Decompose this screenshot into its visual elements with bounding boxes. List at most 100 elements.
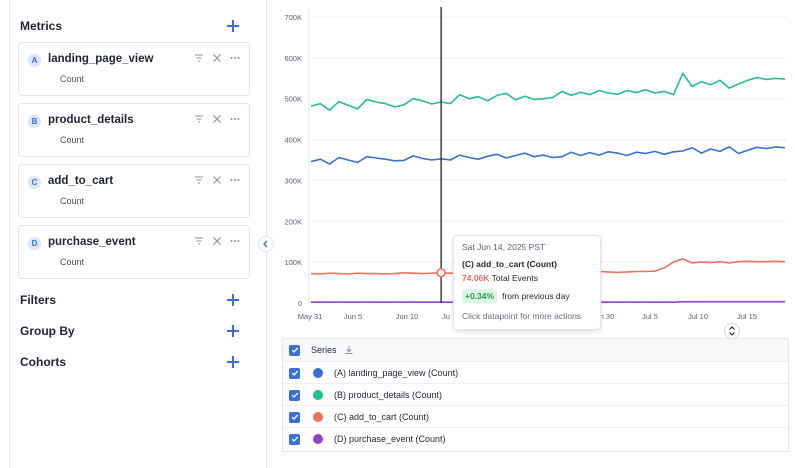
metric-card-a[interactable]: A landing_page_view Count: [18, 42, 250, 96]
metric-card-d[interactable]: D purchase_event Count: [18, 225, 250, 279]
tooltip-date: Sat Jun 14, 2025 PST: [462, 242, 546, 252]
metric-actions: [194, 236, 240, 246]
group-by-title: Group By: [20, 324, 75, 338]
series-checkbox[interactable]: [289, 389, 300, 401]
metric-aggregation[interactable]: Count: [60, 74, 85, 84]
metric-letter-badge: A: [28, 54, 41, 67]
y-tick-label: 400K: [284, 136, 302, 145]
cohorts-section-header: Cohorts: [20, 353, 240, 371]
more-icon[interactable]: [230, 53, 240, 63]
cohorts-title: Cohorts: [20, 355, 66, 369]
y-tick-label: 0: [298, 299, 302, 308]
series-checkbox[interactable]: [289, 367, 300, 379]
series-header-label: Series: [311, 345, 337, 355]
series-row-d[interactable]: (D) purchase_event (Count): [283, 427, 788, 450]
series-label: (C) add_to_cart (Count): [334, 412, 430, 422]
filter-icon[interactable]: [194, 53, 204, 63]
series-label: (B) product_details (Count): [334, 390, 443, 400]
metric-letter-badge: D: [28, 237, 41, 250]
checkbox-checked-icon: [291, 414, 298, 420]
series-line-a: [310, 146, 786, 165]
tooltip-change-label: from previous day: [502, 291, 570, 301]
series-checkbox[interactable]: [289, 411, 300, 423]
selected-datapoint: [436, 267, 446, 278]
close-icon[interactable]: [212, 53, 222, 63]
series-table-header: Series: [283, 339, 788, 361]
metrics-title: Metrics: [20, 19, 63, 33]
tooltip-hint: Click datapoint for more actions: [462, 311, 582, 321]
expand-vertical-icon: [729, 326, 735, 336]
series-line-b: [310, 72, 786, 111]
x-tick-label: Jul 5: [642, 312, 658, 321]
series-label: (D) purchase_event (Count): [334, 434, 446, 444]
chevron-left-icon: [263, 240, 268, 248]
x-tick-label: Jun 30: [592, 312, 615, 321]
tooltip-change-badge: +0.34%: [462, 289, 498, 303]
close-icon[interactable]: [212, 236, 222, 246]
more-icon[interactable]: [230, 175, 240, 185]
metric-name[interactable]: product_details: [48, 114, 134, 126]
metric-name[interactable]: add_to_cart: [48, 175, 114, 187]
group-by-section-header: Group By: [20, 322, 240, 340]
metric-aggregation[interactable]: Count: [60, 135, 85, 145]
metric-name[interactable]: landing_page_view: [48, 53, 154, 65]
download-icon[interactable]: [344, 345, 354, 355]
checkbox-checked-icon: [291, 370, 298, 376]
x-tick-label: Jul 15: [737, 312, 757, 321]
series-label: (A) landing_page_view (Count): [334, 368, 459, 378]
more-icon[interactable]: [230, 236, 240, 246]
y-tick-label: 100K: [284, 258, 302, 267]
checkbox-checked-icon: [291, 392, 298, 398]
filter-icon[interactable]: [194, 175, 204, 185]
filter-icon[interactable]: [194, 114, 204, 124]
x-tick-label: Jul 10: [688, 312, 708, 321]
metric-actions: [194, 114, 240, 124]
tooltip-series: (C) add_to_cart (Count): [462, 259, 557, 269]
metric-actions: [194, 53, 240, 63]
x-tick-label: May 31: [298, 312, 323, 321]
chart-resize-handle[interactable]: [724, 323, 740, 339]
chart-tooltip: Sat Jun 14, 2025 PST (C) add_to_cart (Co…: [453, 235, 601, 330]
close-icon[interactable]: [212, 114, 222, 124]
series-row-c[interactable]: (C) add_to_cart (Count): [283, 405, 788, 428]
y-tick-label: 300K: [284, 176, 302, 185]
y-tick-label: 700K: [284, 13, 302, 22]
y-tick-label: 600K: [284, 54, 302, 63]
series-row-b[interactable]: (B) product_details (Count): [283, 383, 788, 406]
metric-letter-badge: B: [28, 115, 41, 128]
metric-letter-badge: C: [28, 176, 41, 189]
collapse-sidebar-button[interactable]: [258, 236, 274, 252]
series-checkbox[interactable]: [289, 433, 300, 445]
metric-aggregation[interactable]: Count: [60, 196, 85, 206]
tooltip-value-unit: Total Events: [491, 273, 538, 283]
add-group-by-button[interactable]: [226, 324, 240, 338]
metric-actions: [194, 175, 240, 185]
series-color-swatch: [313, 412, 323, 422]
checkbox-checked-icon: [291, 347, 298, 353]
metric-card-b[interactable]: B product_details Count: [18, 103, 250, 157]
add-filter-button[interactable]: [226, 293, 240, 307]
metrics-section-header: Metrics: [20, 17, 240, 35]
tooltip-value: 74.06K: [462, 273, 490, 283]
metric-aggregation[interactable]: Count: [60, 257, 85, 267]
checkbox-checked-icon: [291, 436, 298, 442]
close-icon[interactable]: [212, 175, 222, 185]
metric-name[interactable]: purchase_event: [48, 236, 136, 248]
series-color-swatch: [313, 368, 323, 378]
y-tick-label: 500K: [284, 95, 302, 104]
add-cohort-button[interactable]: [226, 355, 240, 369]
series-row-a[interactable]: (A) landing_page_view (Count): [283, 361, 788, 384]
select-all-checkbox[interactable]: [289, 344, 300, 356]
tooltip-change-line: +0.34% from previous day: [462, 289, 570, 303]
x-tick-label: Jun 10: [396, 312, 419, 321]
filters-title: Filters: [20, 293, 57, 307]
more-icon[interactable]: [230, 114, 240, 124]
series-color-swatch: [313, 390, 323, 400]
filters-section-header: Filters: [20, 291, 240, 309]
add-metric-button[interactable]: [226, 19, 240, 33]
metric-card-c[interactable]: C add_to_cart Count: [18, 164, 250, 218]
series-color-swatch: [313, 434, 323, 444]
tooltip-value-line: 74.06K Total Events: [462, 273, 538, 283]
filter-icon[interactable]: [194, 236, 204, 246]
series-table: Series (A) landing_page_view (Count) (B)…: [282, 338, 789, 452]
